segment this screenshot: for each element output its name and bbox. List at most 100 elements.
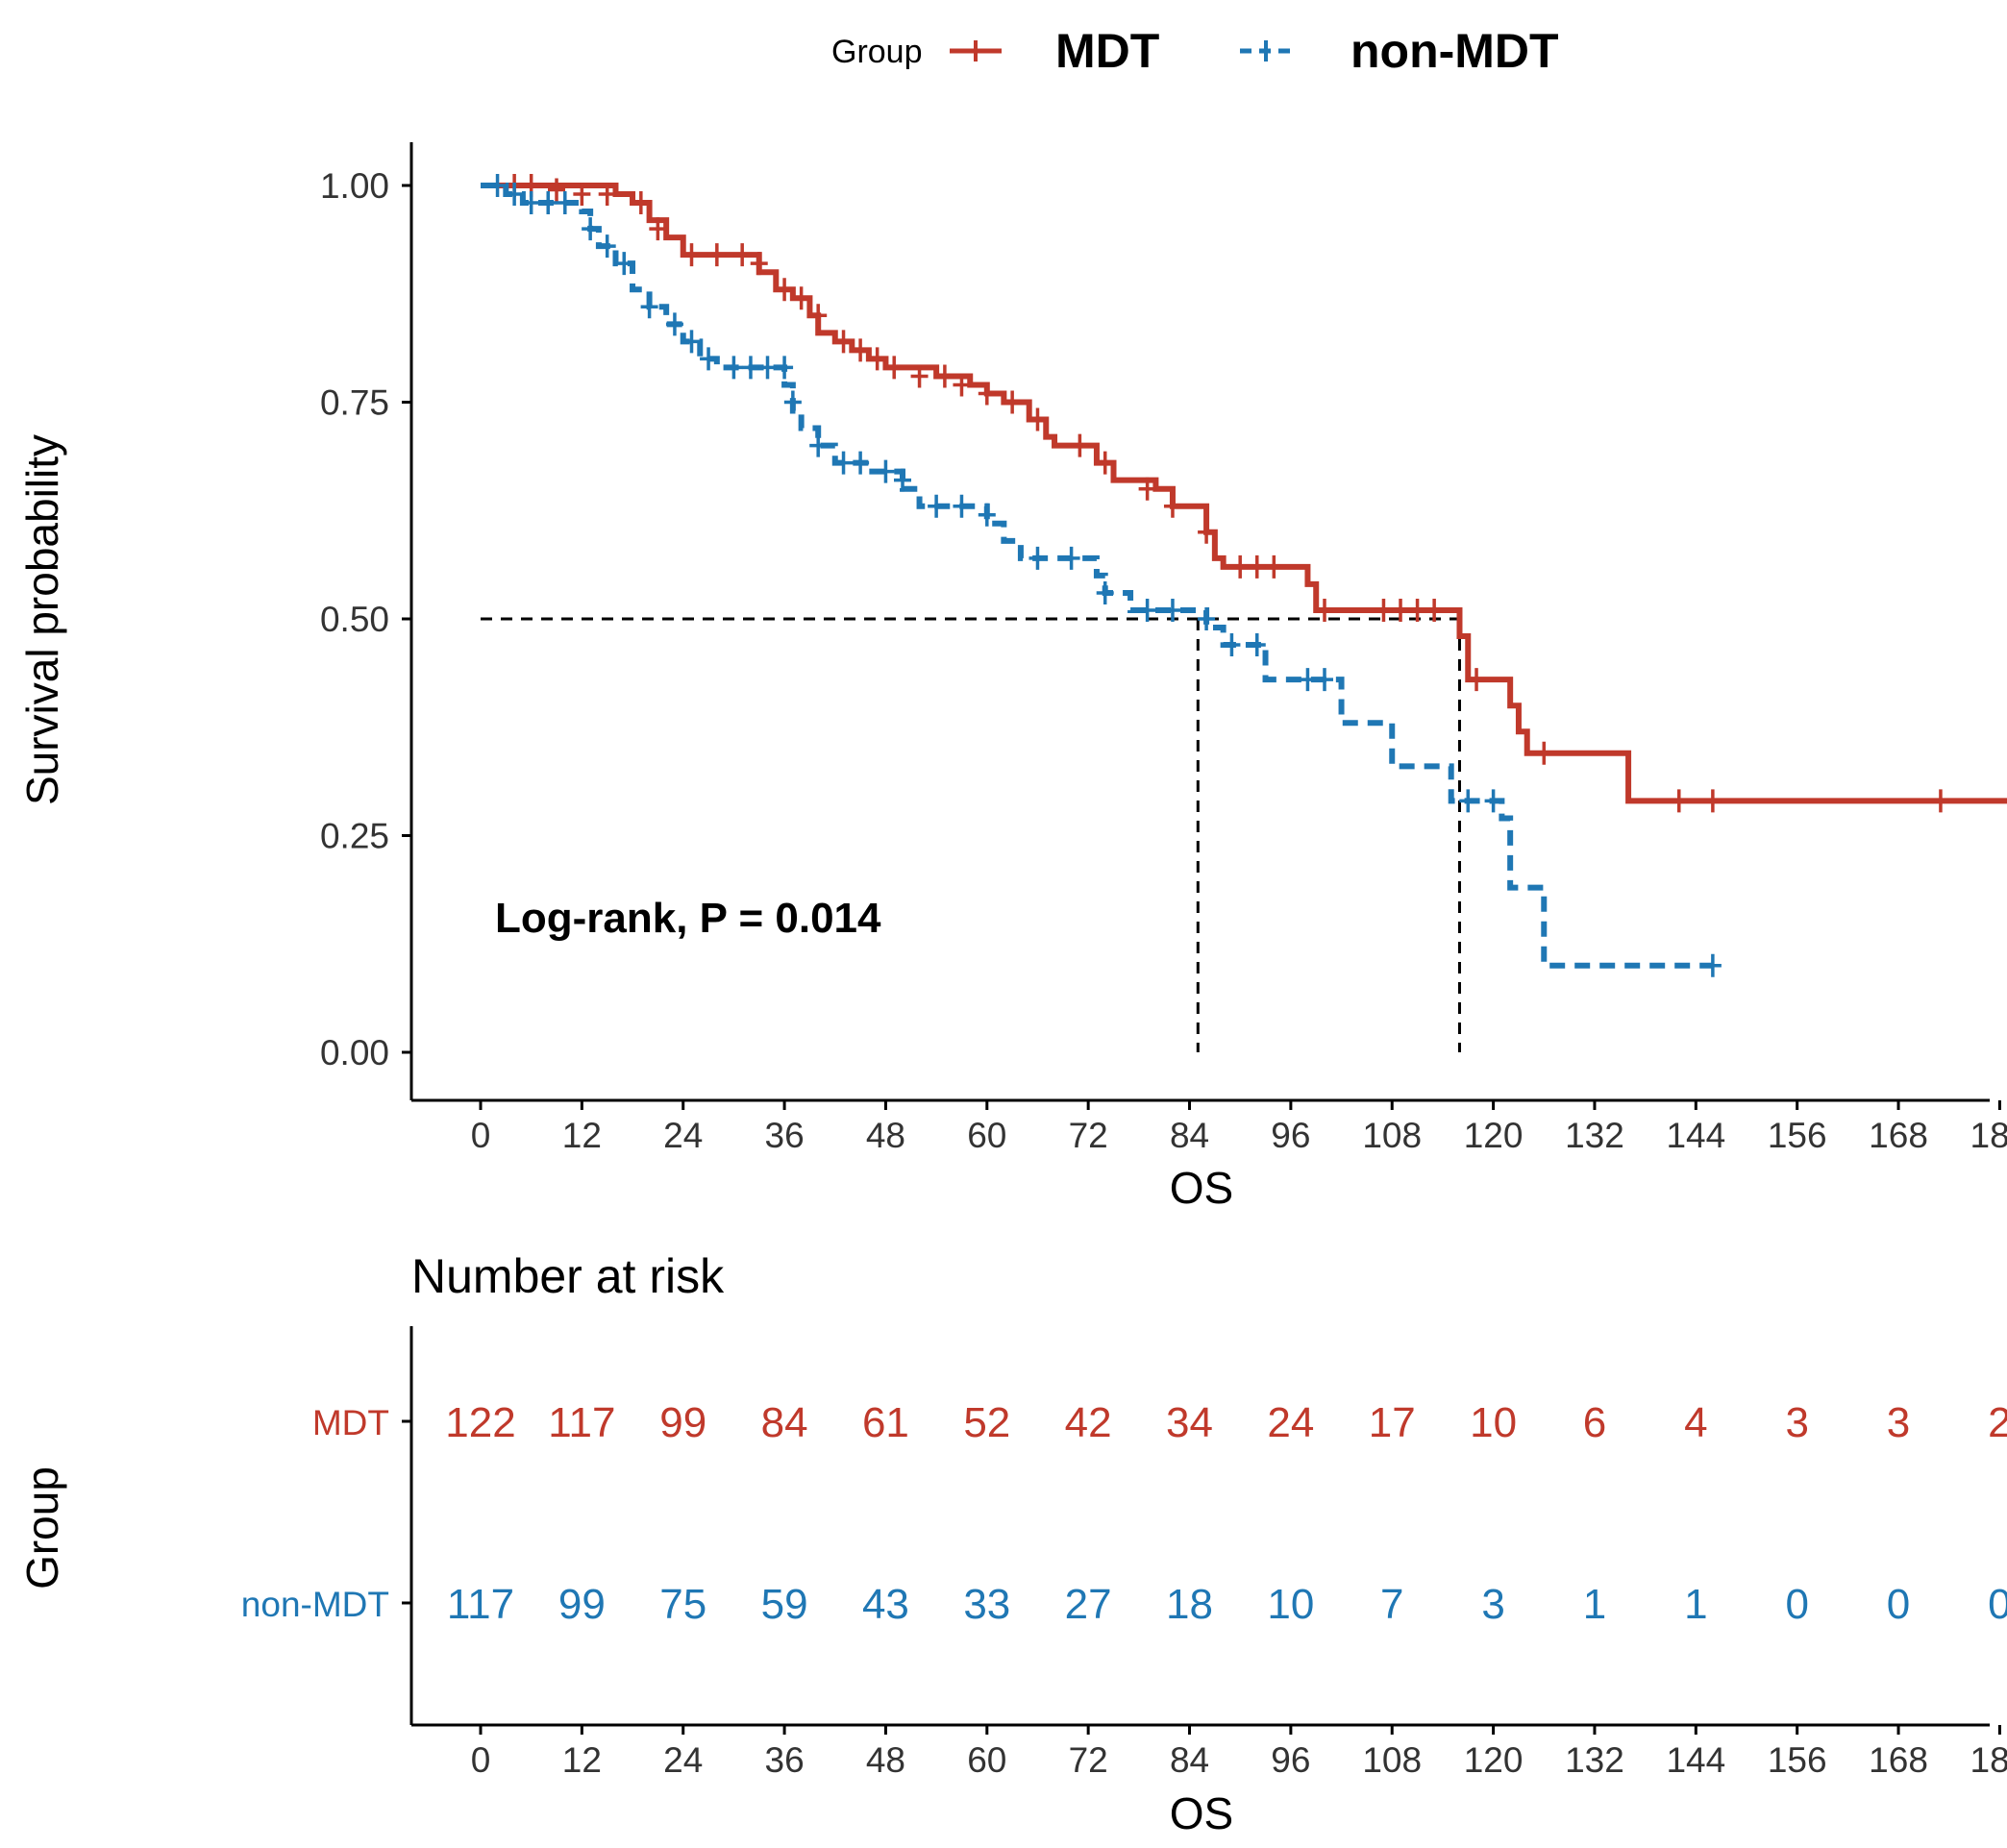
censor-mark bbox=[935, 364, 954, 388]
survival-curves bbox=[481, 174, 2007, 977]
risk-count: 18 bbox=[1166, 1581, 1213, 1628]
censor-mark bbox=[953, 373, 971, 397]
y-tick-label: 0.75 bbox=[320, 383, 389, 423]
x-tick-label: 84 bbox=[1170, 1740, 1209, 1780]
censor-mark bbox=[632, 191, 650, 215]
risk-count: 117 bbox=[447, 1581, 514, 1628]
censor-mark bbox=[1703, 953, 1722, 977]
x-tick-label: 60 bbox=[967, 1116, 1006, 1155]
risk-row-label: non-MDT bbox=[241, 1585, 389, 1624]
x-tick-label: 180 bbox=[1970, 1116, 2007, 1155]
x-tick-label: 24 bbox=[663, 1740, 703, 1780]
censor-mark bbox=[682, 330, 701, 354]
censor-mark bbox=[834, 330, 853, 354]
censor-mark bbox=[783, 390, 802, 414]
x-tick-label: 120 bbox=[1464, 1740, 1524, 1780]
legend: Group MDT non-MDT bbox=[831, 24, 1559, 78]
censor-mark bbox=[1670, 789, 1688, 813]
censor-mark bbox=[707, 243, 726, 267]
censor-mark bbox=[1028, 546, 1047, 570]
x-tick-label: 48 bbox=[866, 1740, 905, 1780]
censor-mark bbox=[1198, 520, 1216, 544]
legend-mdt-label: MDT bbox=[1055, 24, 1159, 78]
x-tick-label: 12 bbox=[562, 1740, 602, 1780]
x-tick-label: 0 bbox=[471, 1116, 491, 1155]
censor-mark bbox=[1028, 407, 1047, 431]
x-tick-label: 132 bbox=[1565, 1740, 1624, 1780]
risk-count: 42 bbox=[1065, 1399, 1112, 1446]
risk-count: 59 bbox=[761, 1581, 808, 1628]
x-tick-label: 144 bbox=[1666, 1740, 1725, 1780]
censor-mark bbox=[877, 459, 895, 483]
censor-mark bbox=[665, 312, 683, 336]
censor-mark bbox=[1468, 668, 1486, 692]
risk-count: 117 bbox=[548, 1399, 615, 1446]
censor-mark bbox=[488, 174, 507, 197]
y-tick-label: 0.50 bbox=[320, 600, 389, 639]
x-tick-label: 72 bbox=[1069, 1740, 1108, 1780]
censor-mark bbox=[682, 243, 701, 267]
y-tick-label: 1.00 bbox=[320, 166, 389, 206]
censor-mark bbox=[1248, 554, 1266, 579]
censor-mark bbox=[1265, 554, 1283, 579]
risk-count: 52 bbox=[963, 1399, 1010, 1446]
censor-mark bbox=[750, 252, 768, 276]
risk-count: 75 bbox=[659, 1581, 706, 1628]
risk-count: 6 bbox=[1583, 1399, 1606, 1446]
risk-count: 3 bbox=[1481, 1581, 1504, 1628]
censor-mark bbox=[852, 451, 870, 475]
censor-mark bbox=[598, 234, 616, 259]
censor-mark bbox=[573, 183, 591, 207]
censor-mark bbox=[1223, 633, 1241, 657]
censor-mark bbox=[953, 494, 971, 518]
censor-mark bbox=[506, 183, 524, 207]
x-tick-label: 12 bbox=[562, 1116, 602, 1155]
risk-count: 3 bbox=[1785, 1399, 1808, 1446]
risk-count: 27 bbox=[1065, 1581, 1112, 1628]
risk-count: 33 bbox=[963, 1581, 1010, 1628]
series-line-non-mdt bbox=[481, 183, 1713, 969]
censor-mark bbox=[852, 338, 870, 362]
censor-mark bbox=[700, 347, 718, 371]
x-tick-label: 108 bbox=[1362, 1116, 1422, 1155]
risk-x-axis-title: OS bbox=[1170, 1788, 1233, 1838]
censor-mark bbox=[548, 178, 566, 202]
censor-mark bbox=[1408, 598, 1426, 622]
censor-mark bbox=[1138, 477, 1156, 501]
censor-mark bbox=[928, 494, 946, 518]
y-axis-title: Survival probability bbox=[17, 434, 67, 805]
censor-mark bbox=[1198, 607, 1216, 630]
x-tick-label: 156 bbox=[1768, 1116, 1827, 1155]
censor-mark bbox=[1459, 789, 1477, 813]
censor-mark bbox=[1062, 546, 1080, 570]
log-rank-annotation: Log-rank, P = 0.014 bbox=[495, 895, 881, 942]
median-reference-lines bbox=[481, 617, 1461, 1052]
censor-mark bbox=[1316, 598, 1333, 622]
x-tick-label: 72 bbox=[1069, 1116, 1108, 1155]
censor-mark bbox=[1931, 789, 1949, 813]
x-tick-label: 168 bbox=[1869, 1740, 1928, 1780]
censor-mark bbox=[776, 278, 794, 302]
risk-x-ticks: 0122436486072849610812013214415616818019… bbox=[471, 1725, 2007, 1780]
risk-count: 1 bbox=[1583, 1581, 1606, 1628]
censor-mark bbox=[1163, 494, 1181, 518]
x-tick-label: 168 bbox=[1869, 1116, 1928, 1155]
censor-mark bbox=[733, 243, 752, 267]
risk-count: 34 bbox=[1166, 1399, 1213, 1446]
censor-mark bbox=[1071, 433, 1089, 457]
risk-count: 17 bbox=[1369, 1399, 1416, 1446]
censor-mark bbox=[809, 304, 828, 328]
censor-mark bbox=[1248, 633, 1266, 657]
risk-count: 2 bbox=[1988, 1399, 2007, 1446]
x-tick-label: 24 bbox=[663, 1116, 703, 1155]
censor-mark bbox=[1096, 580, 1114, 604]
censor-mark bbox=[1484, 789, 1502, 813]
censor-mark bbox=[894, 468, 911, 492]
x-tick-label: 96 bbox=[1271, 1740, 1310, 1780]
censor-mark bbox=[1299, 668, 1317, 692]
censor-mark bbox=[1703, 789, 1722, 813]
censor-mark bbox=[1004, 390, 1022, 414]
x-ticks: 0122436486072849610812013214415616818019… bbox=[471, 1100, 2007, 1155]
risk-y-axis-title: Group bbox=[17, 1466, 67, 1589]
